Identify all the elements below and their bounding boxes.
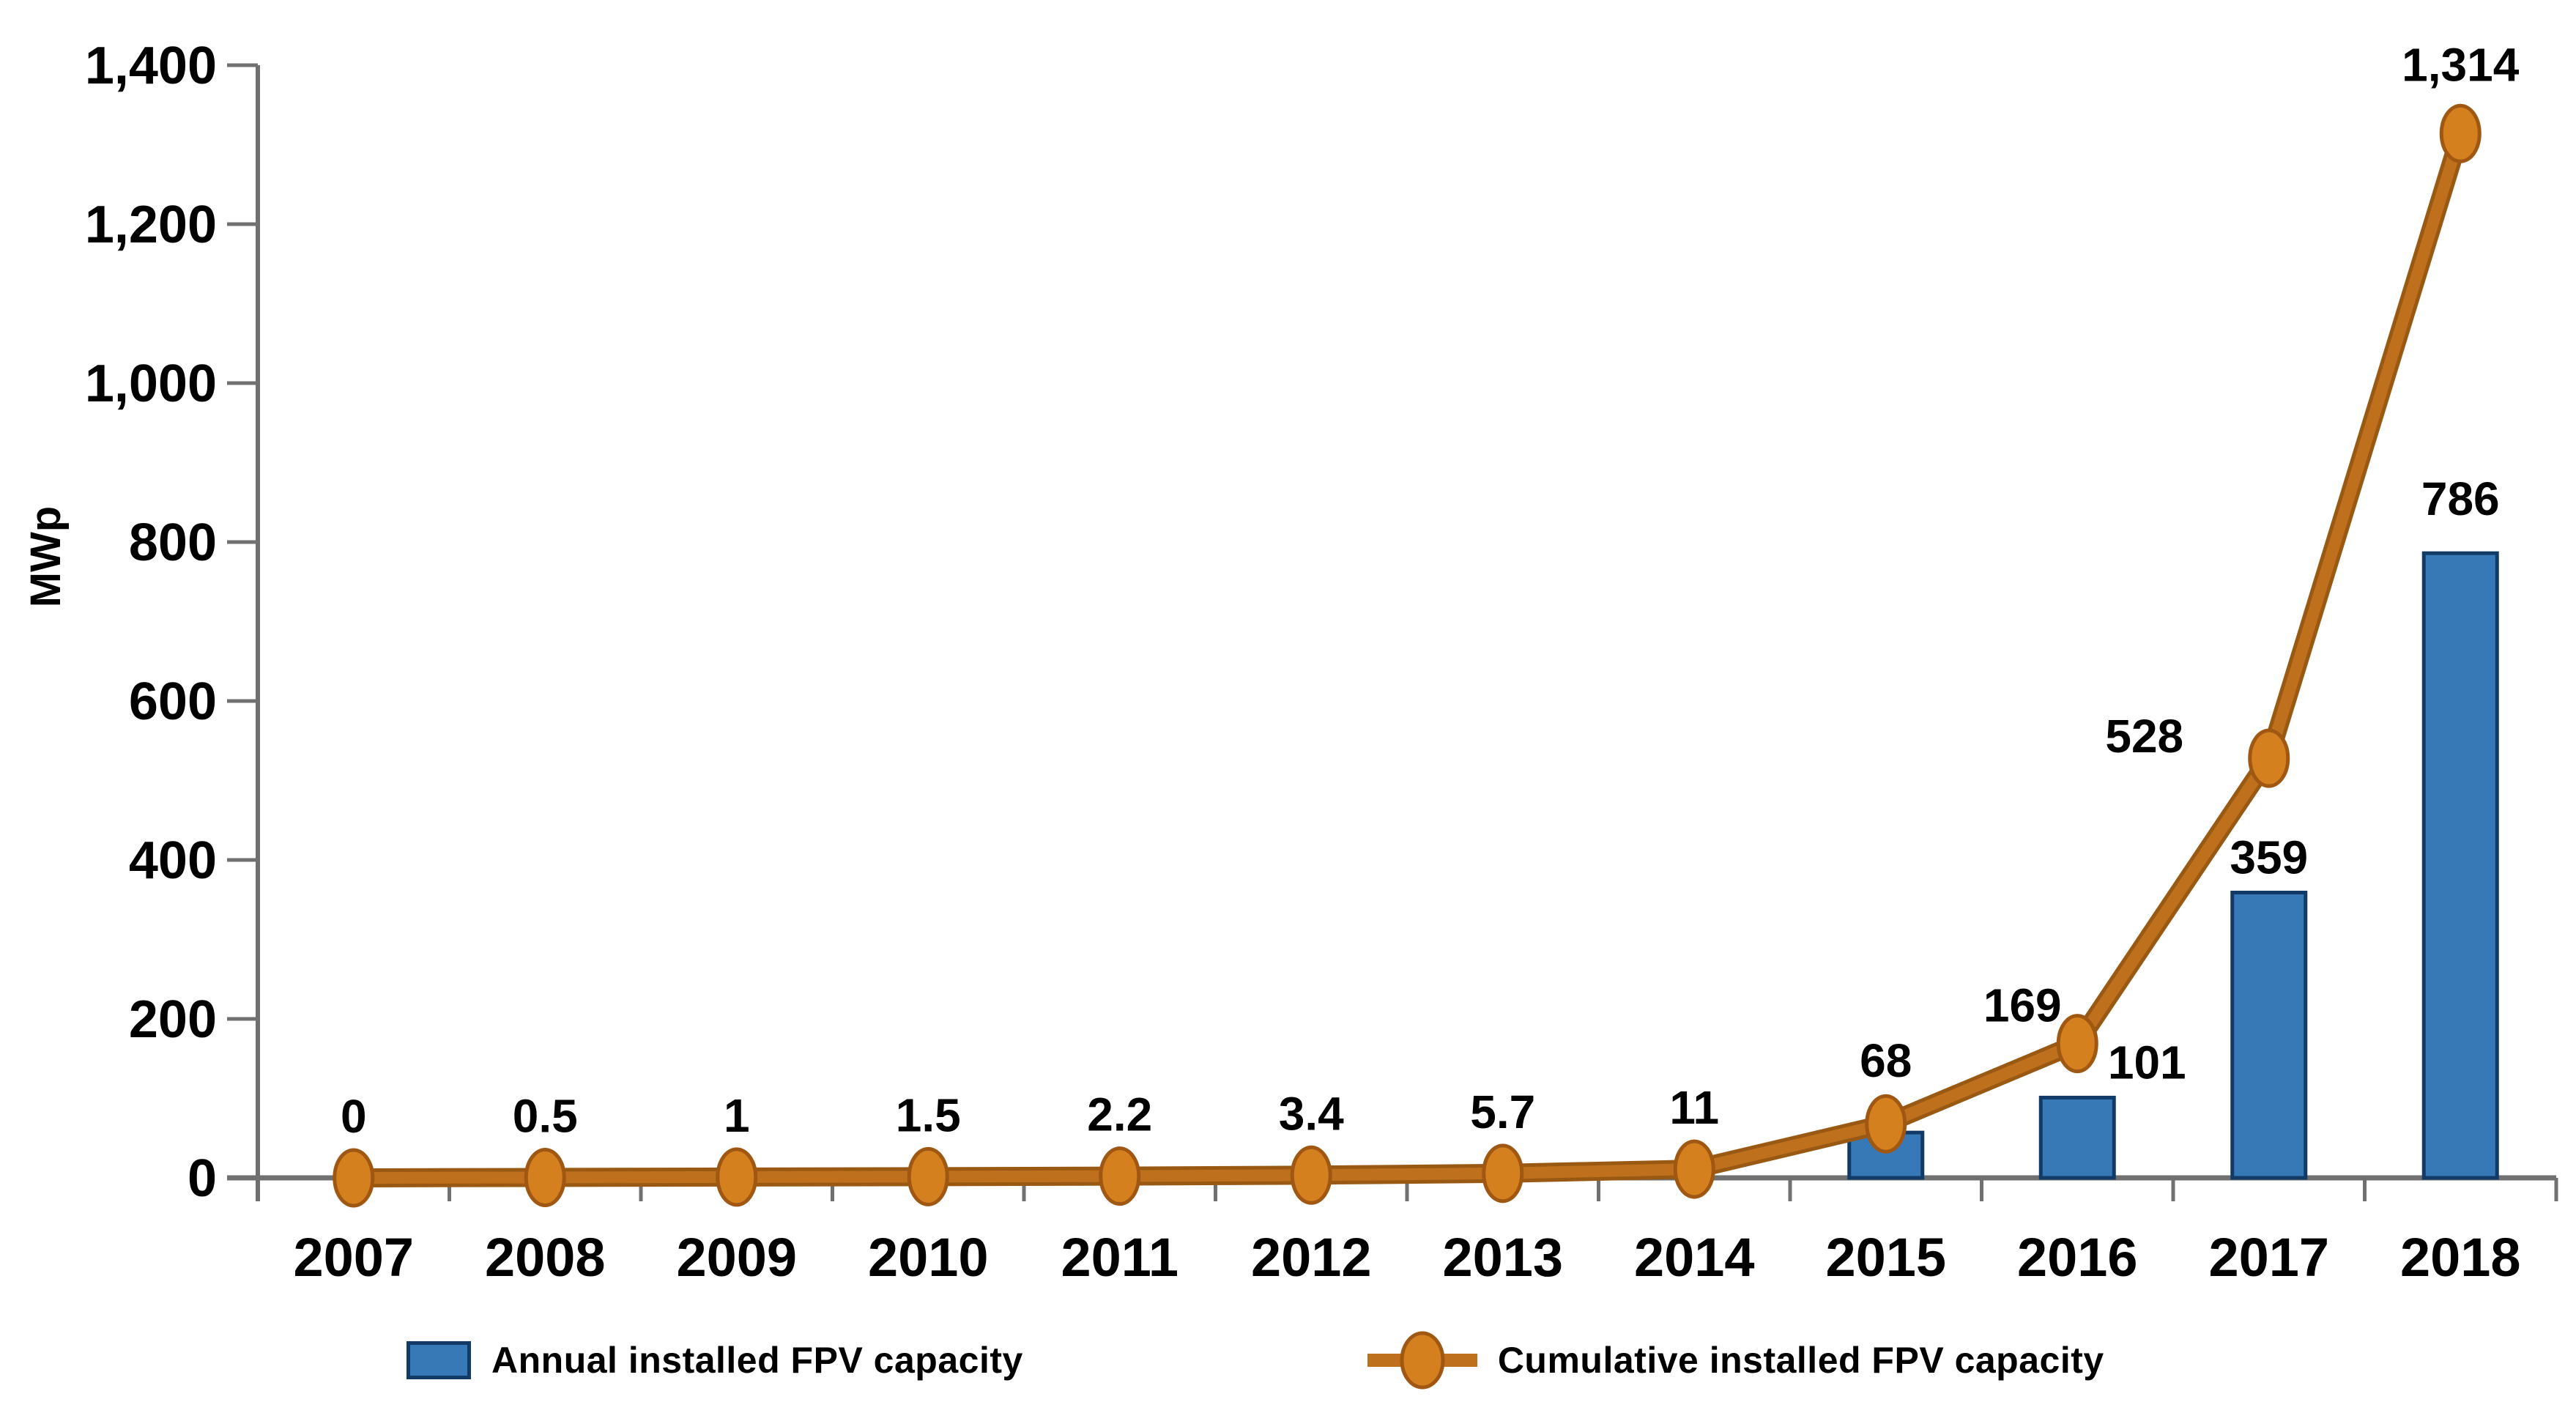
legend: Annual installed FPV capacity Cumulative… [407, 1327, 2104, 1393]
y-tick-label: 1,000 [85, 355, 217, 413]
x-axis-label: 2012 [1251, 1227, 1372, 1288]
x-axis-label: 2015 [1825, 1227, 1946, 1288]
line-marker-swatch [1367, 1331, 1477, 1390]
bar-data-label: 786 [2421, 472, 2500, 525]
x-axis-label: 2014 [1634, 1227, 1755, 1288]
line-data-label: 1.5 [896, 1088, 961, 1141]
x-axis-label: 2007 [293, 1227, 414, 1288]
line-data-label: 0.5 [513, 1089, 578, 1142]
legend-item-cumulative: Cumulative installed FPV capacity [1367, 1327, 2104, 1393]
marker-2009 [716, 1147, 758, 1207]
x-axis-label: 2010 [868, 1227, 989, 1288]
x-axis-label: 2013 [1442, 1227, 1563, 1288]
y-tick-label: 1,200 [85, 196, 217, 254]
bar-data-label: 101 [2108, 1036, 2186, 1088]
line-data-label: 169 [1983, 979, 2062, 1032]
line-data-label: 68 [1860, 1034, 1912, 1087]
marker-2008 [524, 1147, 566, 1207]
y-tick-label: 200 [129, 990, 217, 1049]
bar-swatch [407, 1341, 471, 1379]
line-data-label: 11 [1669, 1081, 1719, 1134]
legend-item-annual: Annual installed FPV capacity [407, 1339, 1023, 1381]
bar-2016 [2038, 1095, 2116, 1180]
legend-label-cumulative: Cumulative installed FPV capacity [1497, 1340, 2104, 1381]
marker-2016 [2056, 1014, 2098, 1074]
x-axis-label: 2009 [676, 1227, 797, 1288]
y-tick-label: 1,400 [85, 37, 217, 95]
line-data-label: 528 [2105, 710, 2183, 763]
x-axis-label: 2008 [485, 1227, 606, 1288]
marker-2012 [1290, 1145, 1332, 1205]
cumulative-line-outline [353, 130, 2470, 1187]
marker-2018 [2439, 103, 2482, 163]
y-axis-title: MWp [22, 506, 70, 608]
marker-2017 [2248, 728, 2290, 788]
marker-2010 [907, 1146, 949, 1206]
x-axis-label: 2017 [2208, 1227, 2329, 1288]
line-data-label: 5.7 [1470, 1086, 1535, 1138]
x-axis-label: 2016 [2017, 1227, 2138, 1288]
bar-2018 [2421, 551, 2499, 1180]
marker-2014 [1673, 1139, 1715, 1199]
marker-2011 [1099, 1146, 1141, 1206]
bar-2017 [2230, 890, 2308, 1180]
bar-data-label: 359 [2230, 831, 2308, 883]
y-tick-label: 800 [129, 513, 217, 572]
y-tick-label: 600 [129, 672, 217, 731]
marker-2007 [333, 1148, 375, 1208]
line-data-label: 1 [724, 1089, 750, 1142]
cumulative-line [353, 131, 2466, 1184]
y-tick-label: 0 [188, 1149, 217, 1208]
line-data-label: 3.4 [1279, 1087, 1344, 1140]
line-data-label: 0 [341, 1090, 367, 1143]
line-data-label: 1,314 [2402, 38, 2520, 91]
legend-label-annual: Annual installed FPV capacity [491, 1340, 1023, 1381]
y-tick-label: 400 [129, 831, 217, 890]
marker-2013 [1482, 1143, 1524, 1203]
marker-2015 [1865, 1094, 1907, 1154]
x-axis-label: 2018 [2400, 1227, 2521, 1288]
x-axis-label: 2011 [1061, 1227, 1178, 1288]
line-data-label: 2.2 [1087, 1088, 1152, 1141]
